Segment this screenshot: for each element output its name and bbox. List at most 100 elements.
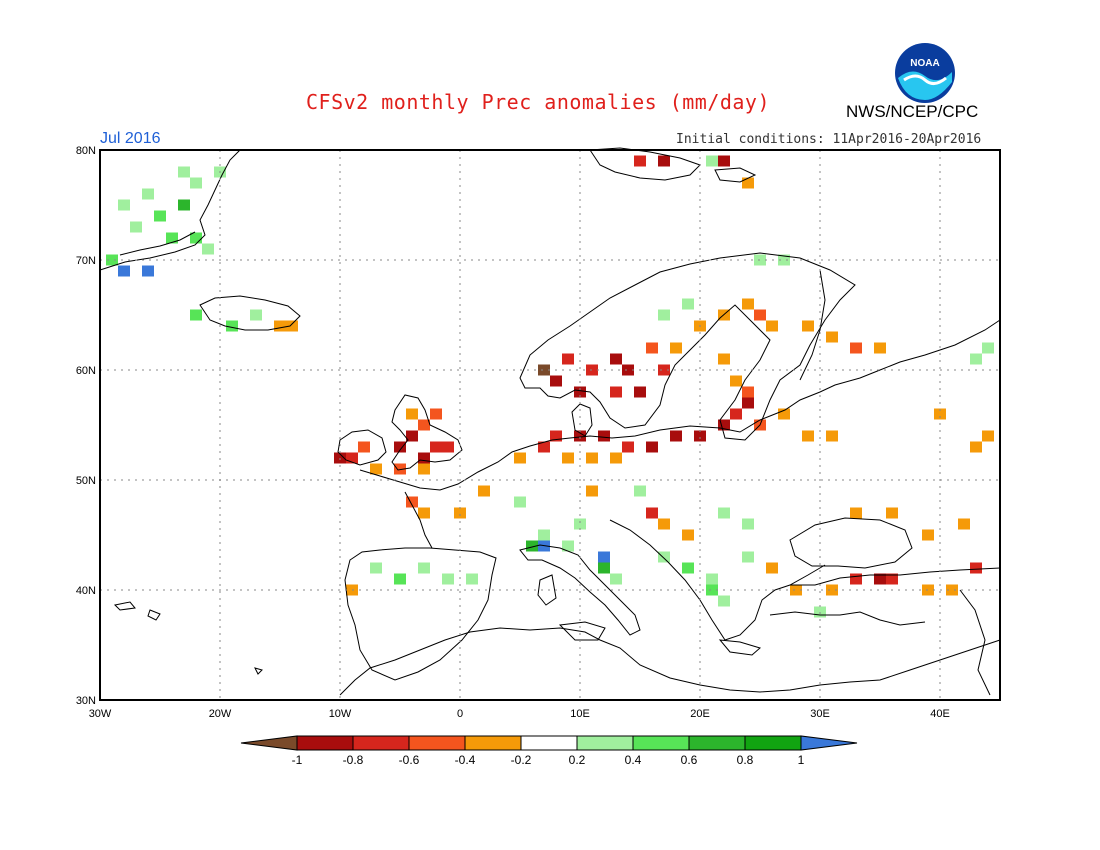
anomaly-cell (106, 254, 118, 266)
map-title: CFSv2 monthly Prec anomalies (mm/day) (306, 90, 771, 114)
anomaly-cell (346, 452, 358, 464)
anomaly-cell (874, 342, 886, 354)
lon-tick-label: 30W (89, 708, 112, 720)
anomaly-cell (802, 430, 814, 442)
anomaly-cell (622, 320, 634, 332)
anomaly-cell (718, 507, 730, 519)
noaa-logo-icon: NOAA (895, 43, 955, 103)
anomaly-cell (598, 430, 610, 442)
colorbar-segment (576, 735, 634, 751)
anomaly-cell (178, 199, 190, 211)
lat-tick-label: 60N (76, 365, 96, 377)
anomaly-cell (982, 430, 994, 442)
anomaly-cell (514, 496, 526, 508)
anomaly-cell (610, 386, 622, 398)
anomaly-cell (946, 584, 958, 596)
colorbar-label: -0.6 (399, 753, 420, 767)
anomaly-cell (646, 342, 658, 354)
lon-tick-label: 20W (209, 708, 232, 720)
anomaly-cell (886, 573, 898, 585)
forecast-month: Jul 2016 (100, 130, 161, 147)
anomaly-cell (670, 342, 682, 354)
anomaly-cell (430, 408, 442, 420)
anomaly-cell (514, 452, 526, 464)
anomaly-cell (142, 188, 154, 200)
anomaly-cell (718, 595, 730, 607)
anomaly-cell (790, 584, 802, 596)
anomaly-cell (370, 463, 382, 475)
colorbar-segment (744, 735, 802, 751)
anomaly-cell (142, 265, 154, 277)
anomaly-cell (754, 309, 766, 321)
colorbar-label: -0.8 (343, 753, 364, 767)
anomaly-cell (286, 320, 298, 332)
coastlines (99, 147, 1001, 696)
anomaly-cell (538, 529, 550, 541)
agency-label: NWS/NCEP/CPC (846, 102, 979, 121)
anomaly-cell (982, 342, 994, 354)
anomaly-cell (646, 441, 658, 453)
anomaly-cell (658, 518, 670, 530)
colorbar-label: 0.6 (681, 753, 698, 767)
anomaly-cell (250, 309, 262, 321)
anomaly-cell (610, 573, 622, 585)
anomaly-cell (970, 353, 982, 365)
anomaly-cell (538, 441, 550, 453)
lon-tick-label: 10W (329, 708, 352, 720)
anomaly-cell (742, 551, 754, 563)
lat-tick-label: 40N (76, 585, 96, 597)
anomaly-cell (802, 320, 814, 332)
anomaly-cell (538, 364, 550, 376)
anomaly-cell (118, 265, 130, 277)
anomaly-cell (970, 562, 982, 574)
anomaly-cell (742, 298, 754, 310)
anomaly-cell (574, 386, 586, 398)
anomaly-cell (922, 529, 934, 541)
anomaly-cell (646, 507, 658, 519)
anomaly-cell (970, 441, 982, 453)
anomaly-cell (574, 430, 586, 442)
anomaly-cell (658, 364, 670, 376)
anomaly-cell (562, 540, 574, 552)
anomaly-cell (442, 441, 454, 453)
lat-tick-label: 80N (76, 145, 96, 157)
lon-tick-label: 40E (930, 708, 950, 720)
map-frame (99, 149, 1001, 701)
colorbar-label: -1 (292, 753, 303, 767)
anomaly-cell (682, 562, 694, 574)
anomaly-cell (550, 430, 562, 442)
colorbar-label: 0.2 (569, 753, 586, 767)
anomaly-cell (826, 584, 838, 596)
lon-tick-label: 10E (570, 708, 590, 720)
anomaly-cell (694, 430, 706, 442)
colorbar-segment (352, 735, 410, 751)
anomaly-cell (406, 430, 418, 442)
colorbar-label: 0.4 (625, 753, 642, 767)
anomaly-cell (574, 518, 586, 530)
anomaly-cell (766, 562, 778, 574)
anomaly-cell (718, 155, 730, 167)
anomaly-cell (730, 408, 742, 420)
lon-tick-label: 30E (810, 708, 830, 720)
anomaly-cell (826, 430, 838, 442)
anomaly-cell (190, 177, 202, 189)
anomaly-cell (466, 573, 478, 585)
anomaly-cell (418, 463, 430, 475)
colorbar-low-arrow (240, 735, 298, 751)
initial-conditions: Initial conditions: 11Apr2016-20Apr2016 (676, 132, 982, 147)
anomaly-cell (154, 210, 166, 222)
anomaly-cell (274, 320, 286, 332)
anomaly-cell (406, 496, 418, 508)
anomaly-cell (886, 507, 898, 519)
anomaly-cell (178, 166, 190, 178)
anomaly-cell (610, 452, 622, 464)
anomaly-cell (394, 573, 406, 585)
anomaly-cell (658, 309, 670, 321)
noaa-logo-text: NOAA (910, 58, 939, 69)
anomaly-cell (850, 342, 862, 354)
anomaly-cell (610, 353, 622, 365)
anomaly-cell (742, 386, 754, 398)
anomaly-cell (478, 485, 490, 497)
anomaly-cell (598, 551, 610, 563)
